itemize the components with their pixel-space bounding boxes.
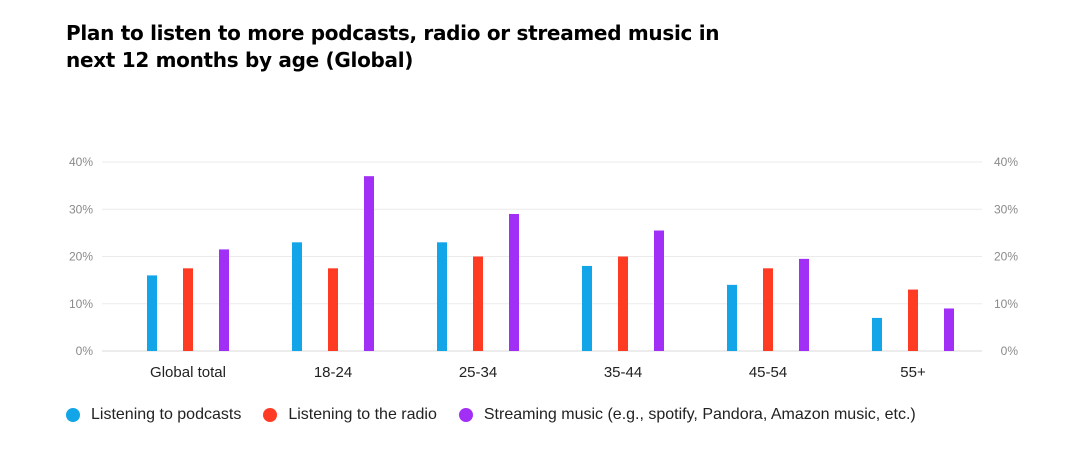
chart-title: Plan to listen to more podcasts, radio o… bbox=[66, 21, 720, 72]
bar bbox=[328, 268, 338, 351]
bar bbox=[908, 289, 918, 351]
legend-label: Listening to the radio bbox=[288, 406, 437, 423]
y-tick-label-left: 20% bbox=[69, 250, 93, 264]
bar bbox=[872, 317, 882, 351]
legend-item: Listening to the radio bbox=[263, 406, 437, 424]
bar bbox=[509, 213, 519, 351]
bar bbox=[582, 265, 592, 351]
bar-chart: 0% 0% 10% 10% 20% 20% 30% 30% 40% 40% Global tota… bbox=[69, 155, 1018, 381]
y-tick-label-left: 30% bbox=[69, 202, 93, 216]
legend-swatch bbox=[263, 408, 278, 422]
x-category-label: 45-54 bbox=[749, 364, 787, 381]
bar bbox=[219, 249, 229, 351]
y-tick-label-left: 40% bbox=[69, 155, 93, 169]
y-tick-label-left: 0% bbox=[76, 344, 94, 358]
y-tick-label-right: 40% bbox=[994, 155, 1018, 169]
legend-label: Listening to podcasts bbox=[91, 406, 242, 423]
bar bbox=[618, 256, 628, 351]
y-tick-label-right: 30% bbox=[994, 202, 1018, 216]
x-category-label: Global total bbox=[150, 364, 226, 381]
legend-item: Streaming music (e.g., spotify, Pandora,… bbox=[458, 406, 916, 424]
x-axis-categories: Global total 18-24 25-34 35-44 45-54 55+ bbox=[150, 364, 926, 381]
bar bbox=[763, 268, 773, 351]
x-category-label: 25-34 bbox=[459, 364, 497, 381]
x-category-label: 55+ bbox=[900, 364, 926, 381]
y-tick-label-right: 0% bbox=[1001, 344, 1019, 358]
bar bbox=[147, 275, 157, 351]
y-tick-label-right: 20% bbox=[994, 250, 1018, 264]
legend-swatch bbox=[66, 408, 80, 422]
x-category-label: 18-24 bbox=[314, 364, 352, 381]
legend: Listening to podcasts Listening to the ra… bbox=[66, 406, 938, 424]
legend-swatch bbox=[458, 408, 473, 422]
bar bbox=[183, 268, 193, 351]
bar bbox=[799, 258, 809, 351]
y-tick-label-left: 10% bbox=[69, 297, 93, 311]
bar bbox=[364, 176, 374, 351]
bar bbox=[473, 256, 483, 351]
bar bbox=[654, 230, 664, 351]
bar bbox=[292, 242, 302, 351]
bar bbox=[727, 284, 737, 351]
bars bbox=[147, 176, 954, 351]
gridlines bbox=[102, 161, 982, 352]
bar bbox=[437, 242, 447, 351]
x-category-label: 35-44 bbox=[604, 364, 642, 381]
legend-item: Listening to podcasts bbox=[66, 406, 241, 424]
y-tick-label-right: 10% bbox=[994, 297, 1018, 311]
y-axis-ticks: 0% 0% 10% 10% 20% 20% 30% 30% 40% 40% bbox=[69, 155, 1018, 358]
legend-label: Streaming music (e.g., spotify, Pandora,… bbox=[483, 406, 916, 423]
bar bbox=[944, 308, 954, 351]
